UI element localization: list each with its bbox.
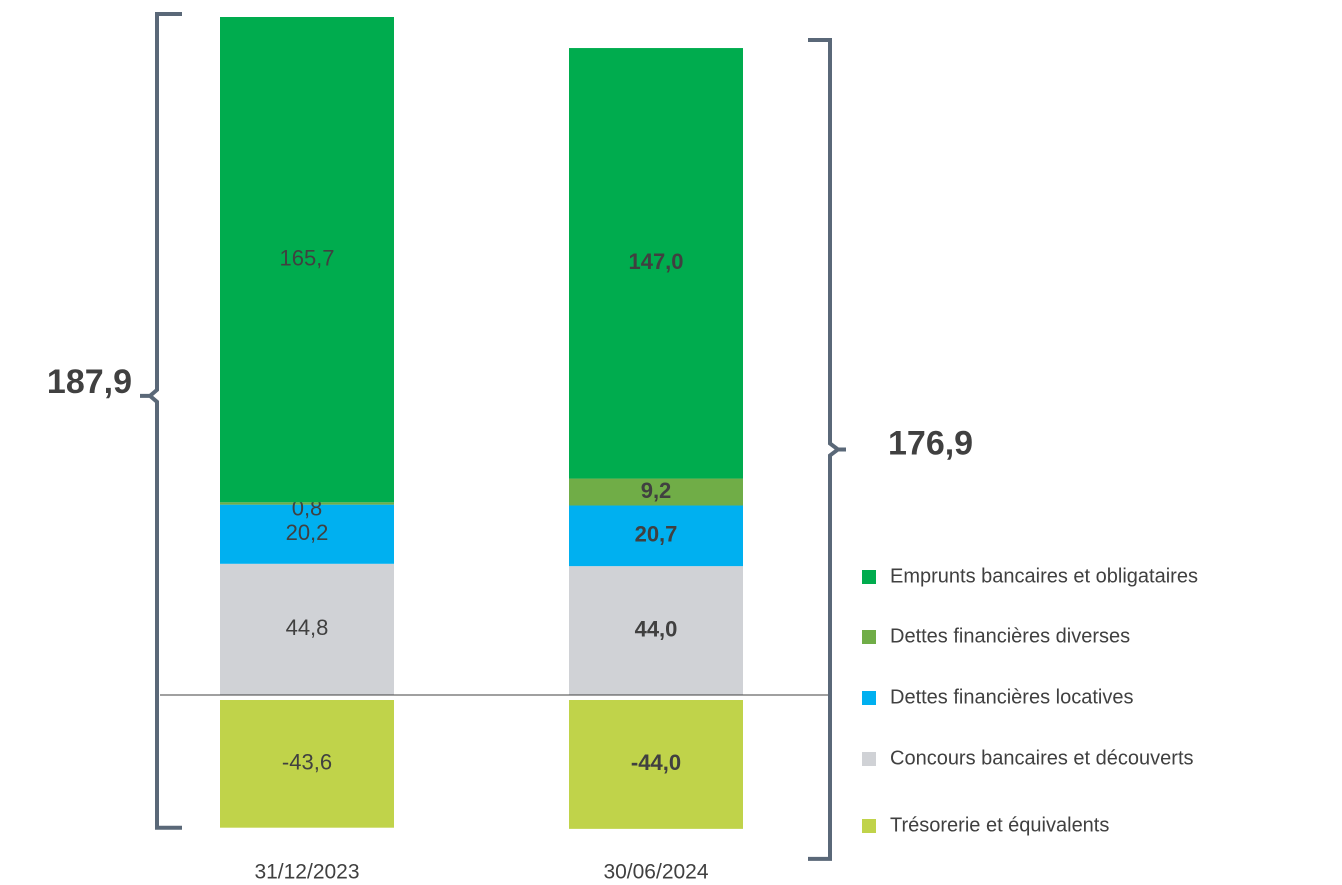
bar-segment xyxy=(220,700,394,828)
bar-segment xyxy=(569,566,743,695)
data-label: 147,0 xyxy=(628,249,683,274)
x-tick-label: 30/06/2024 xyxy=(603,861,708,884)
legend-text: Dettes financières locatives xyxy=(890,686,1133,708)
data-label: 9,2 xyxy=(641,478,672,503)
data-label: 20,7 xyxy=(635,522,678,547)
data-label: 44,8 xyxy=(286,615,329,640)
total-bracket xyxy=(808,38,846,861)
bar-segment xyxy=(220,17,394,503)
bar-segment xyxy=(220,563,394,695)
data-label: 165,7 xyxy=(279,245,334,270)
total-label: 187,9 xyxy=(47,363,132,401)
bar-segment xyxy=(569,478,743,506)
bar-segment xyxy=(220,504,394,564)
legend-swatch xyxy=(862,570,876,584)
legend-swatch xyxy=(862,630,876,644)
bar-segment xyxy=(569,700,743,829)
bar-segment xyxy=(569,505,743,567)
bar-segment xyxy=(569,48,743,479)
data-label: -43,6 xyxy=(282,750,332,775)
data-label: -44,0 xyxy=(631,750,681,775)
data-label: 20,2 xyxy=(286,520,329,545)
legend-text: Trésorerie et équivalents xyxy=(890,814,1109,836)
legend-swatch xyxy=(862,691,876,705)
legend-text: Dettes financières diverses xyxy=(890,625,1130,647)
total-bracket xyxy=(140,12,182,830)
bar-segment xyxy=(220,502,394,505)
legend-swatch xyxy=(862,819,876,833)
x-tick-label: 31/12/2023 xyxy=(254,861,359,884)
data-label: 44,0 xyxy=(635,616,678,641)
legend-text: Emprunts bancaires et obligataires xyxy=(890,565,1198,587)
legend-swatch xyxy=(862,752,876,766)
legend-text: Concours bancaires et découverts xyxy=(890,747,1194,769)
total-label: 176,9 xyxy=(888,424,973,462)
